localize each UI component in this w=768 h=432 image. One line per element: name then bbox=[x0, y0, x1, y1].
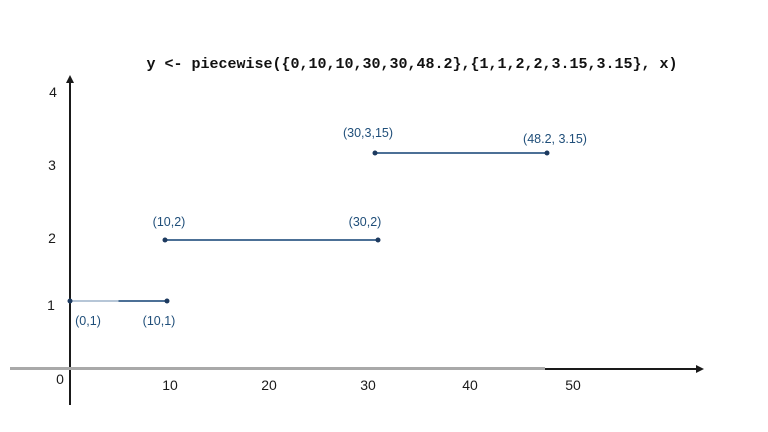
data-point-dot bbox=[372, 150, 378, 156]
point-label: (30,3,15) bbox=[342, 126, 394, 140]
point-label: (10,2) bbox=[152, 215, 186, 229]
x-axis-tick-label: 30 bbox=[360, 377, 376, 393]
data-point-dot bbox=[67, 298, 73, 304]
data-point-dot bbox=[375, 237, 381, 243]
piecewise-segment bbox=[70, 300, 167, 302]
point-label: (30,2) bbox=[348, 215, 382, 229]
x-axis-tick-label: 10 bbox=[162, 377, 178, 393]
data-point-dot bbox=[162, 237, 168, 243]
x-axis-tick-label: 0 bbox=[56, 371, 64, 387]
y-axis-tick-label: 3 bbox=[48, 157, 56, 173]
data-point-dot bbox=[544, 150, 550, 156]
point-label: (10,1) bbox=[142, 314, 176, 328]
data-point-dot bbox=[164, 298, 170, 304]
point-label: (48.2, 3.15) bbox=[523, 132, 587, 146]
plot-title: y <- piecewise({0,10,10,30,30,48.2},{1,1… bbox=[146, 56, 678, 73]
point-label: (0,1) bbox=[75, 314, 101, 328]
x-axis-tick-label: 50 bbox=[565, 377, 581, 393]
y-axis-tick-label: 4 bbox=[49, 84, 57, 100]
x-axis-gray-overlay bbox=[10, 367, 545, 371]
y-axis-line bbox=[69, 80, 71, 405]
piecewise-segment bbox=[165, 239, 378, 241]
x-axis-tick-label: 40 bbox=[462, 377, 478, 393]
x-axis-arrow-icon bbox=[696, 365, 704, 373]
y-axis-tick-label: 2 bbox=[48, 230, 56, 246]
piecewise-segment bbox=[375, 152, 547, 154]
x-axis-tick-label: 20 bbox=[261, 377, 277, 393]
y-axis-arrow-icon bbox=[66, 75, 74, 83]
y-axis-tick-label: 1 bbox=[47, 297, 55, 313]
